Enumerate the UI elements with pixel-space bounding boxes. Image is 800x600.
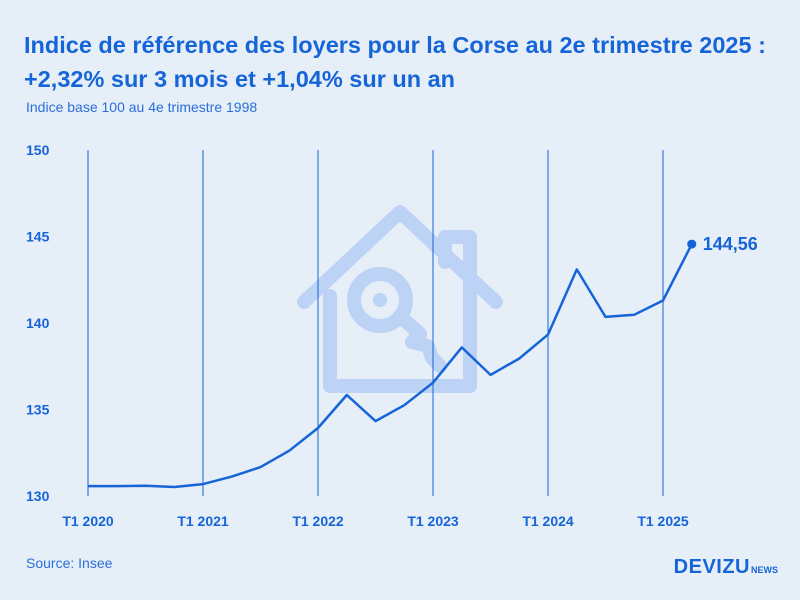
x-tick-label: T1 2021	[177, 513, 229, 529]
house-key-icon	[297, 205, 503, 393]
chart-title: Indice de référence des loyers pour la C…	[24, 32, 766, 92]
x-tick-label: T1 2023	[407, 513, 459, 529]
y-tick-label: 145	[26, 229, 50, 245]
x-tick-label: T1 2022	[292, 513, 344, 529]
y-tick-label: 140	[26, 315, 50, 331]
y-tick-label: 135	[26, 402, 50, 418]
y-tick-label: 150	[26, 142, 50, 158]
y-tick-label: 130	[26, 488, 50, 504]
last-value-label: 144,56	[703, 234, 758, 254]
last-point-marker	[687, 239, 697, 249]
chart-subtitle: Indice base 100 au 4e trimestre 1998	[26, 99, 258, 115]
x-tick-label: T1 2025	[637, 513, 689, 529]
brand-suffix: NEWS	[751, 565, 778, 575]
watermark-keyhole	[373, 293, 387, 307]
x-tick-label: T1 2024	[522, 513, 574, 529]
brand-logo: DEVIZUNEWS	[674, 556, 778, 579]
x-tick-label: T1 2020	[62, 513, 114, 529]
brand-name: DEVIZU	[673, 556, 750, 578]
source-note: Source: Insee	[26, 555, 113, 571]
series-line	[88, 243, 693, 489]
